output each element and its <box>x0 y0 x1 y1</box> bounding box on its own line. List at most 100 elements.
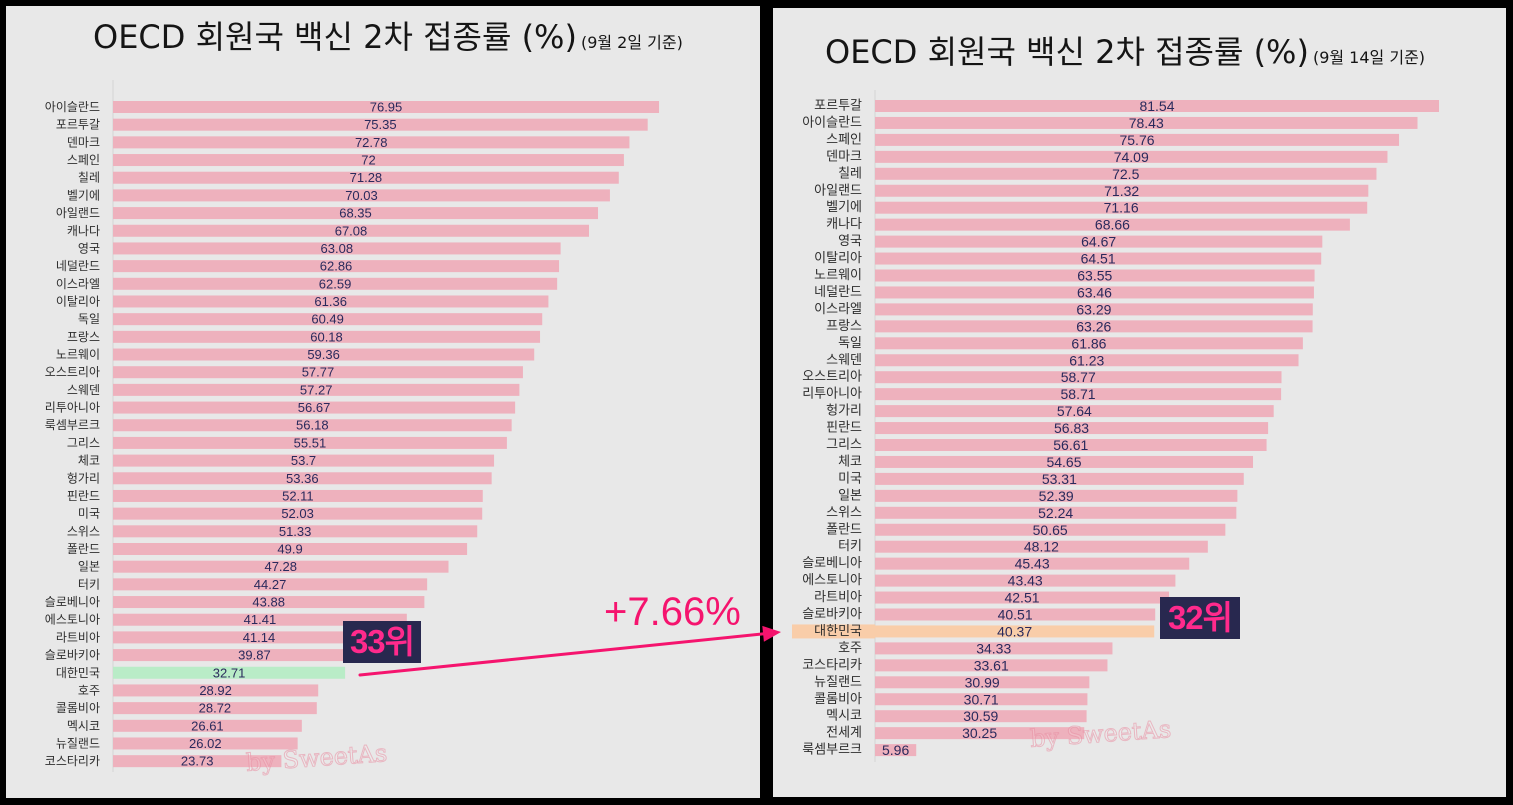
value-label: 78.43 <box>1129 115 1164 131</box>
category-label: 노르웨이 <box>814 268 862 283</box>
bar <box>113 242 561 255</box>
category-label: 리투아니아 <box>45 401 100 415</box>
category-label: 이스라엘 <box>814 302 862 317</box>
category-label: 포르투갈 <box>56 118 100 132</box>
value-label: 41.14 <box>243 630 276 645</box>
bar <box>113 737 298 750</box>
value-label: 53.7 <box>291 453 316 468</box>
bar <box>875 354 1299 367</box>
category-label: 호주 <box>78 683 100 697</box>
bar <box>875 150 1388 163</box>
bar <box>875 337 1303 350</box>
category-label: 스위스 <box>826 505 862 520</box>
category-label: 오스트리아 <box>45 365 100 379</box>
bar <box>113 277 558 290</box>
right-chart-title: OECD 회원국 백신 2차 접종률 (%) (9월 14일 기준) <box>825 32 1425 78</box>
bar <box>875 439 1267 451</box>
category-label: 벨기에 <box>826 200 862 215</box>
category-label: 아이슬란드 <box>45 100 100 114</box>
category-label: 뉴질랜드 <box>56 736 100 750</box>
category-label: 에스토니아 <box>802 573 862 588</box>
value-label: 43.88 <box>252 595 285 610</box>
category-label: 헝가리 <box>67 471 100 485</box>
category-label: 호주 <box>838 641 862 656</box>
value-label: 63.55 <box>1077 268 1112 284</box>
bar <box>113 207 599 220</box>
category-label: 스위스 <box>67 524 100 538</box>
bar <box>113 560 449 573</box>
bar <box>113 454 495 467</box>
bar <box>875 269 1315 282</box>
category-label: 전세계 <box>826 726 862 741</box>
value-label: 52.03 <box>281 506 314 521</box>
category-label: 이탈리아 <box>56 294 100 308</box>
category-label: 덴마크 <box>826 149 862 164</box>
bar <box>875 710 1087 723</box>
category-label: 폴란드 <box>826 522 862 537</box>
bar <box>113 631 405 644</box>
category-label: 아일랜드 <box>814 183 862 198</box>
bar <box>875 116 1418 129</box>
bar <box>113 118 648 131</box>
bar <box>113 719 302 732</box>
value-label: 23.73 <box>181 754 214 769</box>
category-label: 네덜란드 <box>56 259 100 273</box>
value-label: 26.61 <box>191 718 224 733</box>
value-label: 40.51 <box>998 607 1033 623</box>
category-label: 미국 <box>838 471 862 486</box>
value-label: 71.16 <box>1104 200 1139 216</box>
bar <box>113 613 407 626</box>
category-label: 일본 <box>78 560 100 574</box>
category-label: 포르투갈 <box>814 99 862 114</box>
bar <box>875 303 1313 316</box>
bar <box>113 525 478 538</box>
category-label: 체코 <box>838 454 862 469</box>
value-label: 30.99 <box>965 674 1000 690</box>
value-label: 30.59 <box>963 708 998 724</box>
category-label: 독일 <box>838 336 862 351</box>
value-label: 56.83 <box>1054 420 1089 436</box>
category-label: 캐나다 <box>826 217 862 232</box>
category-label: 스페인 <box>826 132 862 147</box>
bar <box>875 235 1323 248</box>
value-label: 57.64 <box>1057 403 1092 419</box>
category-label: 핀란드 <box>826 421 862 436</box>
bar <box>113 224 589 237</box>
category-label: 그리스 <box>67 436 100 450</box>
value-label: 52.11 <box>282 488 314 503</box>
value-label: 72.5 <box>1112 166 1139 182</box>
highlighted-bar <box>113 666 346 679</box>
value-label: 43.43 <box>1008 573 1043 589</box>
value-label: 68.66 <box>1095 217 1130 233</box>
bar <box>113 366 523 379</box>
bar <box>113 755 282 768</box>
value-label: 53.36 <box>286 471 319 486</box>
value-label: 40.37 <box>997 623 1032 639</box>
bar <box>875 320 1313 333</box>
bar <box>875 286 1314 299</box>
value-label: 30.71 <box>964 691 999 707</box>
value-label: 60.18 <box>310 329 343 344</box>
value-label: 32.71 <box>213 665 246 680</box>
category-label: 터키 <box>78 577 100 591</box>
category-label: 폴란드 <box>67 542 100 556</box>
category-label: 콜롬비아 <box>814 692 862 707</box>
bar <box>875 422 1269 435</box>
bar <box>875 506 1237 519</box>
value-label: 57.27 <box>300 382 333 397</box>
value-label: 63.08 <box>321 241 354 256</box>
value-label: 39.87 <box>238 648 271 663</box>
right-rank-badge: 32위 <box>1160 597 1240 639</box>
value-label: 58.71 <box>1061 386 1096 402</box>
category-label: 뉴질랜드 <box>814 675 862 690</box>
value-label: 5.96 <box>882 742 909 758</box>
value-label: 41.41 <box>244 612 277 627</box>
category-label: 그리스 <box>826 438 862 453</box>
bar <box>875 371 1282 384</box>
value-label: 51.33 <box>279 524 312 539</box>
bar <box>113 101 660 113</box>
category-label: 오스트리아 <box>802 370 862 385</box>
bar <box>875 744 917 757</box>
bar <box>113 578 428 591</box>
category-label: 벨기에 <box>67 188 100 202</box>
